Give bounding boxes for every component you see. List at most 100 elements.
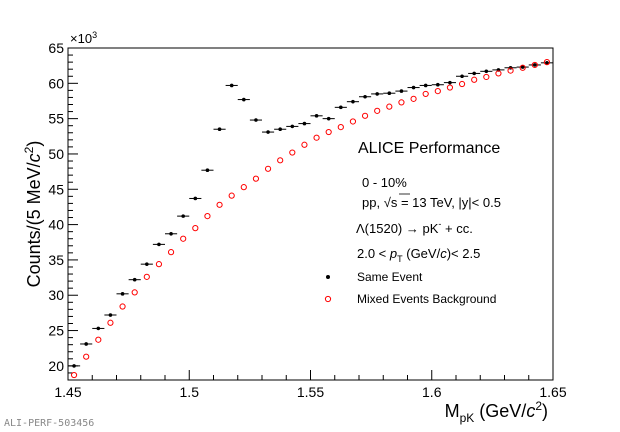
series-mixed-events	[70, 59, 551, 379]
data-point-mixed-events	[83, 353, 90, 360]
data-point-same-event	[411, 85, 416, 90]
data-point-mixed-events	[398, 99, 405, 106]
data-point-mixed-events	[131, 289, 138, 296]
pt-range-label: 2.0 < pT (GeV/c)< 2.5	[357, 246, 480, 264]
data-point-mixed-events	[167, 249, 175, 256]
data-point-mixed-events	[301, 141, 308, 148]
data-point-mixed-events	[204, 213, 211, 220]
data-point-mixed-events	[277, 157, 284, 164]
system-label: pp, √s = 13 TeV, |y|< 0.5	[362, 195, 501, 210]
data-point-same-event	[339, 105, 343, 110]
data-point-same-event	[217, 127, 222, 132]
data-point-same-event	[423, 83, 428, 88]
data-point-mixed-events	[155, 261, 163, 268]
data-point-mixed-events	[483, 73, 490, 81]
y-tick-label: 65	[48, 40, 64, 56]
y-tick-label: 25	[48, 323, 64, 339]
decay-label: Λ(1520) → pK- + cc.	[356, 219, 473, 236]
data-point-mixed-events	[289, 149, 296, 156]
x-tick-label: 1.5	[180, 384, 200, 400]
y-tick-label: 45	[48, 181, 64, 197]
data-point-same-event	[96, 326, 101, 331]
data-points	[68, 59, 553, 379]
x-tick-label: 1.65	[539, 384, 566, 400]
data-point-same-event	[314, 114, 319, 118]
data-point-same-event	[460, 74, 464, 79]
data-point-mixed-events	[119, 303, 126, 310]
data-point-mixed-events	[143, 273, 150, 280]
legend-label-same-event: Same Event	[357, 270, 423, 284]
y-tick-label: 40	[48, 217, 64, 233]
data-point-same-event	[108, 313, 113, 317]
data-point-same-event	[72, 364, 76, 368]
data-point-same-event	[193, 196, 198, 201]
data-point-same-event	[229, 83, 234, 88]
data-point-mixed-events	[422, 90, 429, 98]
legend: Same Event Mixed Events Background	[324, 270, 496, 306]
data-point-mixed-events	[216, 201, 223, 208]
series-same-event	[68, 61, 553, 368]
y-tick-label: 20	[48, 358, 64, 374]
data-point-same-event	[363, 94, 367, 99]
legend-label-mixed-events: Mixed Events Background	[357, 292, 496, 306]
data-point-mixed-events	[410, 95, 417, 102]
x-tick-labels: 1.45 1.5 1.55 1.6 1.65	[54, 384, 566, 400]
chart-title: ALICE Performance	[358, 140, 500, 157]
data-point-same-event	[326, 116, 331, 121]
y-tick-labels: 20 25 30 35 40 45 50 55 60 65	[48, 40, 64, 374]
data-point-same-event	[472, 71, 476, 76]
legend-marker-same-event	[326, 275, 330, 279]
data-point-mixed-events	[337, 124, 344, 131]
y-tick-label: 50	[48, 146, 64, 162]
data-point-same-event	[205, 168, 210, 173]
figure-id: ALI-PERF-503456	[4, 418, 94, 429]
y-tick-label: 60	[48, 75, 64, 91]
data-point-mixed-events	[252, 175, 260, 182]
y-axis-label: Counts/(5 MeV/c2)	[22, 141, 44, 288]
data-point-same-event	[533, 63, 537, 67]
data-point-mixed-events	[519, 64, 526, 71]
data-point-same-event	[399, 89, 404, 93]
y-multiplier: ×103	[70, 30, 97, 46]
data-point-same-event	[266, 130, 270, 134]
data-point-same-event	[302, 121, 307, 126]
legend-marker-mixed-events	[324, 295, 332, 303]
data-point-same-event	[448, 80, 452, 85]
data-point-mixed-events	[458, 80, 466, 88]
data-point-same-event	[387, 91, 392, 96]
data-point-mixed-events	[107, 319, 114, 326]
data-point-mixed-events	[507, 67, 514, 74]
data-point-mixed-events	[70, 371, 78, 379]
data-point-mixed-events	[361, 112, 369, 119]
data-point-same-event	[545, 61, 549, 65]
data-point-mixed-events	[543, 59, 551, 66]
data-point-same-event	[242, 97, 246, 102]
data-point-same-event	[84, 342, 88, 346]
data-point-mixed-events	[95, 336, 102, 343]
y-tick-label: 55	[48, 111, 64, 127]
data-point-same-event	[181, 214, 185, 218]
data-point-same-event	[254, 118, 258, 122]
data-point-mixed-events	[446, 84, 454, 91]
data-point-same-event	[145, 262, 149, 266]
data-point-mixed-events	[374, 107, 381, 114]
data-point-mixed-events	[180, 235, 187, 242]
y-tick-label: 35	[48, 252, 64, 268]
data-point-mixed-events	[313, 134, 320, 141]
data-point-mixed-events	[495, 70, 502, 77]
plot-frame	[67, 47, 554, 381]
x-tick-label: 1.45	[54, 384, 81, 400]
data-point-same-event	[436, 82, 440, 87]
data-point-same-event	[132, 277, 137, 282]
y-tick-label: 30	[48, 287, 64, 303]
data-point-mixed-events	[228, 192, 235, 199]
data-point-mixed-events	[264, 165, 272, 172]
data-point-same-event	[520, 65, 525, 69]
data-point-same-event	[169, 231, 173, 236]
x-tick-label: 1.55	[297, 384, 324, 400]
centrality-label: 0 - 10%	[362, 175, 407, 190]
data-point-mixed-events	[531, 61, 538, 69]
data-point-mixed-events	[240, 184, 247, 191]
